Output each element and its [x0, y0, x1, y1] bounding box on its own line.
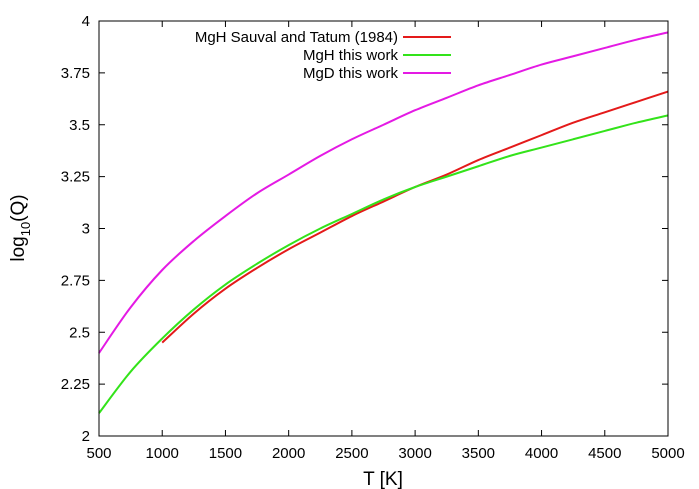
y-axis-title: log10(Q) [8, 194, 33, 261]
axis-ticks: 500 1000 1500 2000 2500 3000 3500 4000 4500 5000 2… [61, 13, 685, 462]
legend-label-3: MgD this work [303, 65, 399, 82]
legend-label-2: MgH this work [303, 47, 399, 64]
x-tick-label: 1500 [209, 445, 242, 462]
x-tick-label: 3500 [462, 445, 495, 462]
y-tick-label: 2.25 [61, 376, 90, 393]
y-tick-label: 2.75 [61, 272, 90, 289]
plot-lines [98, 31, 669, 414]
x-tick-label: 3000 [398, 445, 431, 462]
x-tick-label: 2000 [272, 445, 305, 462]
y-tick-label: 4 [82, 13, 90, 30]
x-tick-label: 1000 [146, 445, 179, 462]
x-axis-title: T [K] [363, 469, 403, 489]
x-tick-label: 4000 [525, 445, 558, 462]
plot-frame [98, 20, 669, 437]
x-tick-label: 2500 [335, 445, 368, 462]
y-tick-label: 3.25 [61, 169, 90, 186]
legend: MgH Sauval and Tatum (1984)MgH this work… [195, 29, 451, 82]
x-tick-label: 5000 [651, 445, 684, 462]
legend-label-1: MgH Sauval and Tatum (1984) [195, 29, 398, 46]
series-line-1 [161, 90, 669, 344]
y-tick-label: 2.5 [69, 324, 90, 341]
x-tick-label: 4500 [588, 445, 621, 462]
y-tick-label: 2 [82, 428, 90, 445]
series-line-2 [98, 114, 669, 414]
series-line-3 [98, 31, 669, 354]
x-tick-label: 500 [86, 445, 111, 462]
y-tick-label: 3 [82, 221, 90, 238]
y-tick-label: 3.5 [69, 117, 90, 134]
y-tick-label: 3.75 [61, 65, 90, 82]
